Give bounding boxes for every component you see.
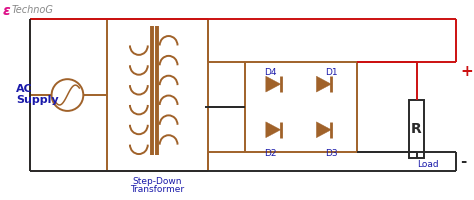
Text: Step-Down: Step-Down (132, 177, 182, 186)
Text: D2: D2 (264, 149, 277, 158)
Polygon shape (317, 76, 331, 92)
Text: R: R (411, 122, 422, 136)
Bar (409, 100, 424, 158)
Text: D3: D3 (325, 149, 337, 158)
Text: Supply: Supply (16, 95, 58, 105)
Text: AC: AC (16, 84, 33, 94)
Text: -: - (460, 154, 466, 169)
Polygon shape (317, 122, 331, 138)
Text: TechnoG: TechnoG (12, 5, 54, 15)
Polygon shape (266, 76, 281, 92)
Text: ε: ε (3, 4, 11, 18)
Text: Transformer: Transformer (130, 185, 184, 194)
Text: Load: Load (418, 160, 439, 169)
Text: D1: D1 (325, 68, 337, 77)
Polygon shape (266, 122, 281, 138)
Text: +: + (460, 64, 473, 79)
Text: D4: D4 (264, 68, 277, 77)
